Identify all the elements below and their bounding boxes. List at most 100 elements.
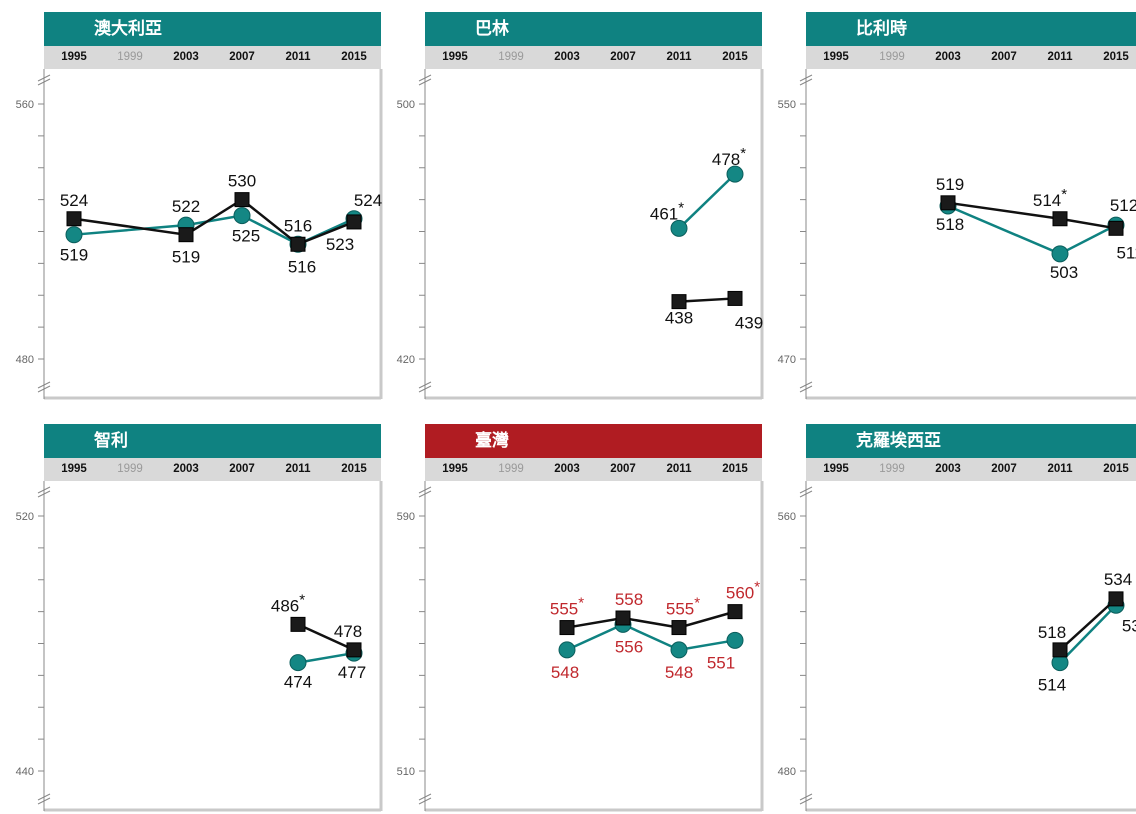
- year-label-2011: 2011: [666, 463, 692, 475]
- y-tick-label: 510: [397, 766, 415, 778]
- year-label-2003: 2003: [173, 51, 199, 63]
- data-label: 514*: [1033, 186, 1067, 210]
- y-tick-label: 470: [778, 354, 796, 366]
- square-marker: [290, 236, 306, 252]
- year-label-2011: 2011: [285, 463, 311, 475]
- year-label-1999: 1999: [498, 463, 524, 475]
- data-label: 511: [1116, 243, 1136, 262]
- data-label: 548: [551, 663, 579, 682]
- line-chart: 560 480 518 534 514 532: [778, 481, 1136, 812]
- data-label: 516: [288, 257, 316, 276]
- data-label: 524: [354, 191, 382, 210]
- y-tick-label: 480: [16, 354, 34, 366]
- y-tick-label: 560: [16, 99, 34, 111]
- year-label-1995: 1995: [61, 51, 87, 63]
- y-tick-label: 480: [778, 766, 796, 778]
- circle-marker: [726, 631, 744, 649]
- circle-marker: [670, 641, 688, 659]
- year-label-1995: 1995: [823, 51, 849, 63]
- year-axis: 1995 1999 2003 2007 2011 2015: [806, 46, 1136, 69]
- circle-marker: [558, 641, 576, 659]
- year-label-2011: 2011: [666, 51, 692, 63]
- year-label-1999: 1999: [498, 51, 524, 63]
- significance-star: *: [754, 579, 760, 596]
- line-chart: 520 440 486* 478 474 477: [16, 481, 383, 812]
- axis-break: [418, 385, 432, 393]
- year-label-2003: 2003: [173, 463, 199, 475]
- data-label: 524: [60, 191, 88, 210]
- data-label: 555*: [550, 595, 584, 619]
- y-tick-label: 500: [397, 99, 415, 111]
- year-label-1999: 1999: [117, 51, 143, 63]
- line-chart: 500 420 438 439 461* 478*: [397, 69, 764, 400]
- axis-break: [799, 381, 813, 389]
- axis-break: [799, 74, 813, 82]
- square-marker: [290, 616, 306, 632]
- year-label-2011: 2011: [1047, 463, 1073, 475]
- square-marker: [346, 642, 362, 658]
- circle-marker: [233, 207, 251, 225]
- data-label: 474: [284, 673, 312, 692]
- panel-croatia: 克羅埃西亞 1995 1999 2003 2007 2011 2015 560 480 518…: [778, 424, 1136, 814]
- y-tick-label: 590: [397, 511, 415, 523]
- data-label: 555*: [666, 595, 700, 619]
- series-line: [566, 610, 736, 629]
- square-marker: [559, 620, 575, 636]
- year-label-2015: 2015: [341, 463, 367, 475]
- axis-break: [37, 74, 51, 82]
- square-marker: [1052, 211, 1068, 227]
- panel-title: 澳大利亞: [44, 12, 381, 46]
- panel-chile: 智利 1995 1999 2003 2007 2011 2015 520 440 486* 47…: [16, 424, 394, 814]
- data-label: 560*: [726, 579, 760, 603]
- year-label-2015: 2015: [1103, 51, 1129, 63]
- year-label-2007: 2007: [991, 463, 1017, 475]
- year-label-1999: 1999: [879, 51, 905, 63]
- data-label: 534: [1104, 570, 1132, 589]
- plot-area: 550 470 519 514* 511 518 503 512: [778, 69, 1136, 400]
- y-tick-label: 560: [778, 511, 796, 523]
- data-label: 438: [665, 309, 693, 328]
- year-label-1995: 1995: [442, 51, 468, 63]
- square-marker: [940, 195, 956, 211]
- square-marker: [1108, 591, 1124, 607]
- plot-area: 500 420 438 439 461* 478*: [397, 69, 764, 400]
- data-label: 503: [1050, 263, 1078, 282]
- series-line: [947, 204, 1117, 256]
- data-label: 516: [284, 216, 312, 235]
- data-label: 486*: [271, 591, 305, 615]
- data-label: 518: [1038, 623, 1066, 642]
- axis-break: [37, 490, 51, 498]
- year-label-2007: 2007: [229, 51, 255, 63]
- series-line: [1059, 604, 1117, 664]
- data-label: 518: [936, 215, 964, 234]
- significance-star: *: [578, 595, 584, 612]
- year-label-2011: 2011: [1047, 51, 1073, 63]
- series-line: [678, 173, 736, 230]
- axis-break: [37, 385, 51, 393]
- year-label-2007: 2007: [610, 51, 636, 63]
- year-label-1999: 1999: [117, 463, 143, 475]
- year-label-2011: 2011: [285, 51, 311, 63]
- line-chart: 550 470 519 514* 511 518 503 512: [778, 69, 1136, 400]
- data-label: 478*: [712, 145, 746, 169]
- data-label: 478: [334, 622, 362, 641]
- data-label: 548: [665, 663, 693, 682]
- axis-break: [418, 490, 432, 498]
- square-marker: [671, 620, 687, 636]
- axis-break: [37, 486, 51, 494]
- y-tick-label: 550: [778, 99, 796, 111]
- axis-break: [799, 385, 813, 393]
- data-label: 525: [232, 227, 260, 246]
- significance-star: *: [740, 145, 746, 162]
- year-axis: 1995 1999 2003 2007 2011 2015: [806, 458, 1136, 481]
- square-marker: [615, 610, 631, 626]
- data-label: 519: [172, 248, 200, 267]
- year-axis: 1995 1999 2003 2007 2011 2015: [44, 46, 381, 69]
- series-line: [678, 297, 736, 303]
- year-axis: 1995 1999 2003 2007 2011 2015: [425, 458, 762, 481]
- year-label-2003: 2003: [554, 51, 580, 63]
- data-label: 519: [60, 246, 88, 265]
- panel-bahrain: 巴林 1995 1999 2003 2007 2011 2015 500 420 438 439…: [397, 12, 775, 402]
- year-label-2007: 2007: [610, 463, 636, 475]
- series-line: [297, 651, 355, 664]
